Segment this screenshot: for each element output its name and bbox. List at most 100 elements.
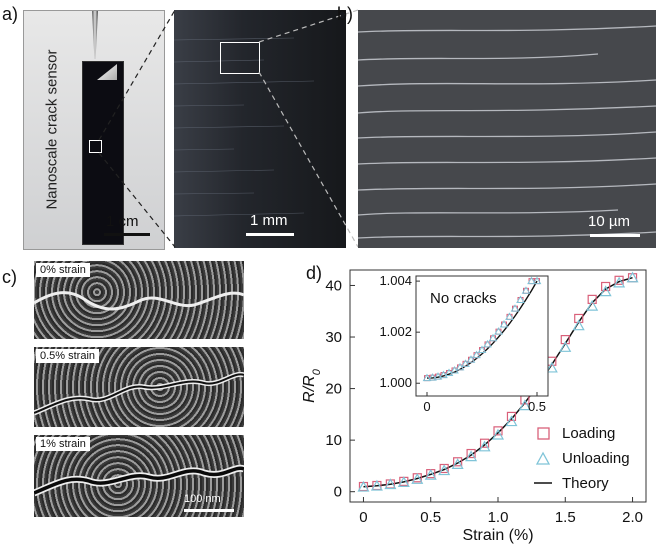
inset-unloading-point bbox=[483, 339, 492, 348]
x-tick-label: 0.5 bbox=[420, 509, 441, 526]
scale-label-1cm: 1 cm bbox=[106, 213, 139, 230]
inset-frame bbox=[415, 275, 549, 397]
unloading-point bbox=[545, 361, 558, 373]
inset-unloading-point bbox=[499, 320, 509, 328]
scale-label-1mm: 1 mm bbox=[250, 212, 288, 229]
unloading-point bbox=[465, 450, 478, 462]
scale-label-100nm: 100 nm bbox=[184, 493, 221, 505]
unloading-point bbox=[599, 285, 612, 297]
strain-label-0: 0% strain bbox=[36, 263, 90, 277]
inset-unloading-point bbox=[532, 276, 542, 285]
inset-unloading-point bbox=[455, 362, 465, 371]
scale-bar-1mm bbox=[246, 233, 294, 236]
legend-loading-label: Loading bbox=[562, 425, 615, 442]
inset-y-tick-label: 1.002 bbox=[379, 324, 412, 339]
x-tick-label: 2.0 bbox=[622, 509, 643, 526]
zoom-box-b bbox=[220, 42, 260, 74]
unloading-point bbox=[451, 458, 464, 469]
zoom-box-a bbox=[89, 140, 102, 153]
inset-y-tick-label: 1.000 bbox=[379, 375, 412, 390]
micrograph-mm: 1 mm bbox=[174, 10, 346, 248]
inset-y-tick-label: 1.004 bbox=[379, 273, 412, 288]
inset-unloading-point bbox=[505, 312, 514, 320]
loading-point bbox=[601, 281, 611, 292]
legend-unloading-label: Unloading bbox=[562, 450, 630, 467]
crack-1 bbox=[34, 464, 244, 497]
inset-unloading-point bbox=[477, 345, 487, 354]
inset-title: No cracks bbox=[430, 290, 497, 307]
legend-loading-marker bbox=[537, 427, 550, 440]
scale-label-10um: 10 µm bbox=[588, 213, 630, 230]
unloading-point bbox=[586, 299, 599, 311]
strain-label-05: 0.5% strain bbox=[36, 349, 100, 363]
legend-unloading-marker bbox=[535, 451, 551, 465]
inset-unloading-point bbox=[466, 355, 476, 363]
scale-bar-10um bbox=[590, 234, 640, 237]
loading-point bbox=[587, 294, 597, 304]
unloading-point bbox=[491, 428, 505, 440]
unloading-point bbox=[478, 440, 491, 452]
y-tick-label: 40 bbox=[325, 277, 342, 294]
legend-theory-label: Theory bbox=[562, 475, 609, 492]
loading-point bbox=[574, 313, 584, 324]
x-axis-label: Strain (%) bbox=[462, 527, 533, 544]
unloading-point bbox=[505, 415, 518, 427]
micrograph-um: 10 µm bbox=[358, 10, 656, 248]
crack-0 bbox=[34, 291, 244, 311]
loading-point bbox=[493, 426, 503, 436]
loading-point bbox=[614, 275, 624, 285]
unloading-point bbox=[613, 276, 626, 288]
scale-bar-1cm bbox=[104, 233, 150, 236]
y-tick-label: 10 bbox=[325, 432, 342, 449]
inset-unloading-point bbox=[461, 359, 470, 367]
unloading-point bbox=[411, 473, 424, 484]
tem-image-1: 1% strain 100 nm bbox=[34, 435, 244, 517]
inset-unloading-point bbox=[428, 373, 437, 381]
panel-label-d: d) bbox=[306, 263, 323, 283]
sensor-strip bbox=[82, 61, 124, 245]
unloading-point bbox=[438, 464, 451, 476]
unloading-point bbox=[357, 480, 370, 492]
unloading-point bbox=[518, 399, 531, 411]
inset-unloading-point bbox=[521, 286, 531, 294]
tem-image-05: 0.5% strain bbox=[34, 347, 244, 427]
legend: Loading Unloading Theory bbox=[534, 425, 630, 492]
unloading-point bbox=[424, 468, 437, 480]
y-tick-label: 0 bbox=[334, 484, 342, 501]
inset-unloading-point bbox=[488, 333, 498, 342]
zoom-connectors bbox=[98, 9, 359, 248]
inset-unloading-point bbox=[494, 327, 503, 335]
crack-05 bbox=[34, 371, 244, 416]
x-tick-label: 1.5 bbox=[555, 509, 576, 526]
panel-label-b: b) bbox=[337, 4, 354, 24]
loading-point bbox=[479, 438, 490, 448]
resistance-chart: 0 0.5 1.0 1.5 2.0 0 10 20 30 40 Strain (%) R/R0 0… bbox=[301, 269, 647, 544]
loading-point bbox=[453, 457, 463, 467]
inset-unloading-point bbox=[527, 276, 536, 285]
unloading-point bbox=[572, 319, 585, 331]
inset-unloading-point bbox=[433, 372, 443, 380]
inset-unloading-point bbox=[510, 304, 520, 312]
inset-unloading-point bbox=[472, 350, 481, 359]
inset-unloading-point bbox=[516, 295, 525, 303]
crack-lines bbox=[358, 10, 656, 248]
unloading-point bbox=[370, 479, 383, 491]
unloading-point bbox=[559, 341, 572, 352]
micrograph-mm-texture bbox=[174, 10, 346, 248]
inset-unloading-point bbox=[439, 370, 448, 379]
inset-x-tick-label: 0 bbox=[423, 399, 430, 414]
probe-needle bbox=[92, 11, 98, 59]
x-tick-label: 1.0 bbox=[488, 509, 509, 526]
strain-label-1: 1% strain bbox=[36, 437, 90, 451]
sensor-photo: Nanoscale crack sensor 1 cm bbox=[23, 10, 165, 250]
x-tick-label: 0 bbox=[359, 509, 367, 526]
loading-point bbox=[466, 448, 476, 459]
loading-point bbox=[506, 411, 517, 422]
y-axis-label: R/R0 bbox=[301, 368, 323, 403]
unloading-point bbox=[397, 476, 410, 488]
inset-unloading-point bbox=[422, 373, 432, 382]
loading-point bbox=[560, 334, 570, 345]
inset-x-tick-label: 0.5 bbox=[528, 399, 546, 414]
tem-image-0: 0% strain bbox=[34, 261, 244, 339]
y-tick-label: 20 bbox=[325, 381, 342, 398]
